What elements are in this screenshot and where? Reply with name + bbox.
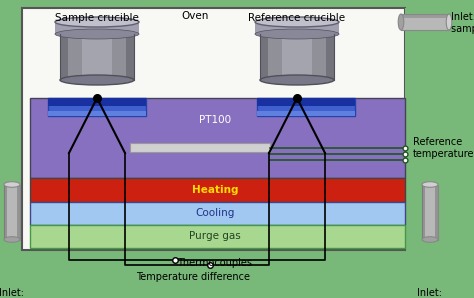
Bar <box>60 34 68 80</box>
Bar <box>48 98 146 116</box>
Ellipse shape <box>55 17 139 27</box>
Bar <box>82 34 112 80</box>
Bar <box>48 98 146 106</box>
Text: Thermocouples: Thermocouples <box>177 258 253 268</box>
Bar <box>30 202 405 225</box>
Text: Temperature difference: Temperature difference <box>136 272 250 282</box>
Bar <box>422 184 425 240</box>
Bar <box>55 22 139 34</box>
Bar <box>17 184 20 240</box>
Bar <box>326 34 334 80</box>
Bar <box>22 8 405 250</box>
Bar <box>126 34 134 80</box>
Ellipse shape <box>422 237 438 242</box>
Text: Inlet:
sample gas: Inlet: sample gas <box>451 12 474 34</box>
Bar <box>257 111 355 116</box>
Bar <box>422 184 438 240</box>
Bar <box>4 184 7 240</box>
Bar <box>60 34 134 80</box>
Bar <box>257 98 355 116</box>
Text: Purge gas: Purge gas <box>189 231 241 241</box>
Bar <box>405 8 435 248</box>
Ellipse shape <box>4 237 20 242</box>
Text: Inlet:
cooling gas: Inlet: cooling gas <box>402 288 458 298</box>
Bar <box>282 34 312 80</box>
Ellipse shape <box>260 75 334 85</box>
Ellipse shape <box>255 17 339 27</box>
Bar <box>435 184 438 240</box>
Ellipse shape <box>398 14 404 30</box>
Text: Oven: Oven <box>182 11 209 21</box>
Bar <box>30 225 405 248</box>
Bar <box>401 15 449 18</box>
Bar <box>401 14 449 30</box>
Ellipse shape <box>446 14 452 30</box>
Text: Sample crucible: Sample crucible <box>55 13 139 23</box>
Text: Reference crucible: Reference crucible <box>248 13 346 23</box>
Ellipse shape <box>60 75 134 85</box>
Text: PT100: PT100 <box>199 115 231 125</box>
Ellipse shape <box>4 182 20 187</box>
Bar <box>30 98 405 178</box>
Bar <box>260 34 268 80</box>
Bar <box>130 143 270 152</box>
Ellipse shape <box>255 29 339 39</box>
Text: Heating: Heating <box>192 185 238 195</box>
Bar <box>30 178 405 202</box>
Ellipse shape <box>55 29 139 39</box>
Bar <box>257 98 355 106</box>
Text: Inlet:
purge gas: Inlet: purge gas <box>0 288 36 298</box>
Bar <box>4 184 20 240</box>
Text: Reference
temperature: Reference temperature <box>413 137 474 159</box>
Bar <box>255 22 339 34</box>
Text: Cooling: Cooling <box>195 208 235 218</box>
Bar <box>260 34 334 80</box>
Ellipse shape <box>422 182 438 187</box>
Bar <box>48 111 146 116</box>
